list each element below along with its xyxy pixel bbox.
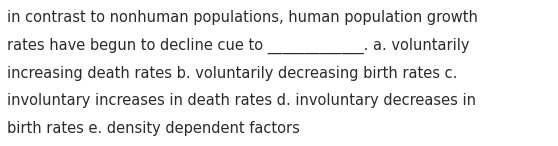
Text: rates have begun to decline cue to _____________. a. voluntarily: rates have begun to decline cue to _____…: [7, 38, 469, 54]
Text: birth rates e. density dependent factors: birth rates e. density dependent factors: [7, 121, 300, 136]
Text: involuntary increases in death rates d. involuntary decreases in: involuntary increases in death rates d. …: [7, 93, 476, 108]
Text: increasing death rates b. voluntarily decreasing birth rates c.: increasing death rates b. voluntarily de…: [7, 66, 457, 81]
Text: in contrast to nonhuman populations, human population growth: in contrast to nonhuman populations, hum…: [7, 10, 478, 25]
